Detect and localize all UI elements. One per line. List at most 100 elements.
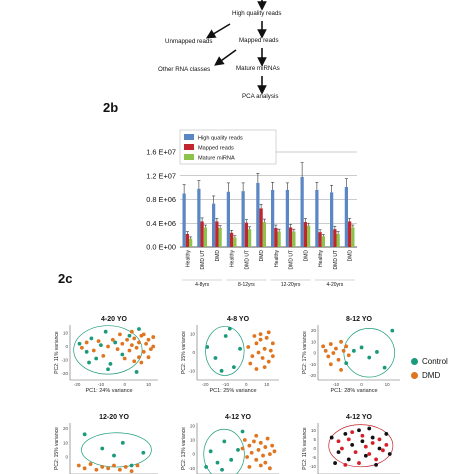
pca-point-control [84, 349, 89, 354]
pca-point-dmd [328, 342, 333, 346]
pca-point-dmd [137, 355, 141, 360]
bar [218, 228, 222, 247]
bar [215, 221, 219, 247]
pca-point-dmd [270, 354, 275, 359]
pca-point-control [363, 453, 368, 458]
pca-title: 12-20 YO [99, 414, 129, 421]
pca-ylabel: PC2: 13% variance [181, 427, 187, 470]
pca-point-control [94, 356, 99, 361]
pca-point-dmd [110, 337, 115, 342]
pca-point-dmd [137, 340, 141, 345]
pca-point-control [240, 429, 245, 434]
pca-ytick-label: 20 [63, 426, 69, 431]
bar [241, 191, 245, 247]
pca-point-dmd [254, 457, 259, 462]
pca-point-dmd [344, 344, 349, 349]
pca-point-dmd [339, 339, 343, 344]
bar [318, 232, 322, 247]
bar-legend-swatch [184, 144, 194, 150]
pca-point-dmd [270, 443, 275, 448]
pca-point-control [232, 365, 236, 370]
pca-ellipse [203, 428, 245, 474]
pca-point-control [220, 467, 224, 472]
pca-ellipse [328, 424, 394, 468]
pca-point-control [223, 334, 228, 338]
bar-category-label: DMD UT [200, 250, 206, 269]
bar-ytick-label: 1.6 E+07 [146, 148, 176, 157]
legend-swatch-dmd [411, 372, 418, 379]
pca-point-dmd [336, 357, 341, 362]
bar-category-label: DMD [259, 250, 265, 262]
pca-point-control [390, 328, 395, 333]
pca-point-dmd [144, 341, 149, 346]
pca-point-control [120, 352, 125, 357]
pca-point-dmd [360, 433, 365, 438]
pca-ellipse [205, 326, 245, 376]
flow-node-pca-analysis: PCA analysis [242, 93, 279, 100]
pca-plot: 4-20 YO -20 -10 0 10 -20 -10 0 10 PC1: 24% varian… [54, 316, 158, 394]
pca-point-dmd [250, 354, 255, 359]
pca-point-dmd [247, 465, 252, 469]
pca-point-dmd [100, 465, 105, 469]
pca-point-dmd [247, 443, 252, 448]
pca-point-dmd [129, 329, 134, 334]
pca-point-control [367, 426, 372, 431]
pca-point-dmd [112, 463, 116, 468]
pca-point-control [106, 367, 110, 372]
pca-xtick-label: -20 [74, 382, 81, 387]
flow-node-mature-mirnas: Mature miRNAs [236, 65, 280, 72]
bar [351, 227, 355, 247]
pca-point-control [204, 465, 209, 469]
pca-point-control [367, 355, 372, 360]
bar-category-label: DMD UT [289, 250, 295, 269]
pca-point-control [120, 440, 125, 445]
flow-node-mapped-reads: Mapped reads [239, 37, 279, 44]
pca-ytick-label: -10 [61, 357, 68, 362]
pca-point-dmd [76, 463, 81, 468]
panel-label-2c: 2c [58, 271, 73, 286]
flow-node-other-rna-classes: Other RNA classes [158, 66, 211, 73]
pca-point-control [87, 360, 91, 365]
pca-point-dmd [132, 336, 137, 341]
pca-ellipse [81, 432, 152, 468]
flowchart [205, 0, 267, 95]
pca-point-dmd [254, 433, 259, 438]
pca-title: 4-12 YO [225, 414, 251, 421]
pca-ytick-label: 5 [313, 437, 316, 442]
pca-point-control [227, 326, 232, 331]
pca-point-dmd [374, 457, 378, 462]
pca-ytick-label: -10 [309, 362, 316, 367]
bar [212, 203, 216, 247]
bar-legend-box [179, 129, 277, 165]
pca-point-dmd [252, 439, 256, 444]
pca-point-dmd [88, 462, 93, 466]
pca-ellipse [73, 325, 143, 375]
pca-point-dmd [341, 348, 346, 353]
pca-point-dmd [146, 355, 151, 360]
pca-xtick-label: -10 [222, 382, 229, 387]
pca-point-control [82, 432, 87, 437]
pca-point-dmd [117, 467, 122, 472]
pca-xtick-label: 0 [123, 382, 126, 387]
pca-ylabel: PC2: 11% variance [302, 427, 308, 470]
pca-point-control [141, 450, 146, 455]
pca-point-dmd [272, 449, 277, 454]
pca-point-dmd [120, 341, 125, 346]
pca-point-dmd [265, 436, 270, 441]
pca-point-control [219, 368, 224, 373]
bar-ytick-label: 0.8 E+06 [146, 195, 176, 204]
pca-xtick-label: 0 [245, 382, 248, 387]
bar [315, 190, 319, 247]
pca-point-dmd [266, 359, 271, 364]
pca-point-dmd [127, 348, 132, 353]
pca-ytick-label: 10 [63, 331, 69, 336]
pca-title: 4-12 YO [346, 414, 372, 421]
pca-ytick-label: 10 [190, 332, 196, 337]
pca-xtick-label: 10 [385, 382, 391, 387]
pca-point-dmd [263, 445, 268, 449]
bar [259, 208, 263, 247]
pca-ytick-label: 0 [313, 446, 316, 451]
pca-point-dmd [261, 453, 265, 458]
pca-point-dmd [343, 462, 348, 467]
